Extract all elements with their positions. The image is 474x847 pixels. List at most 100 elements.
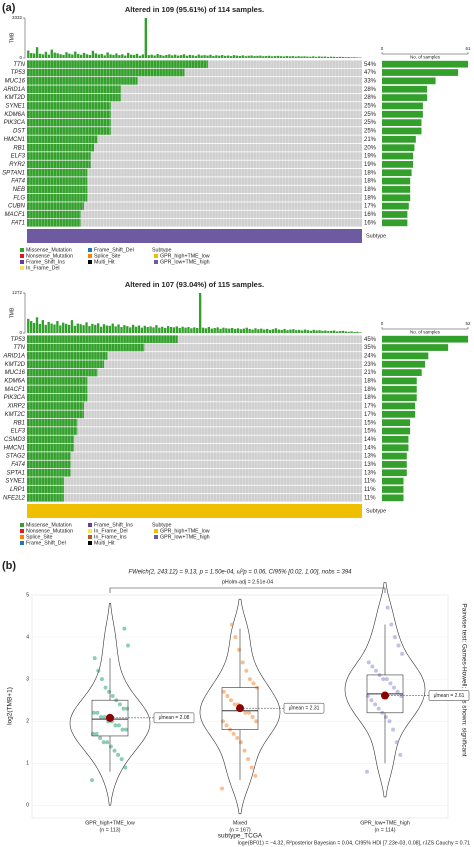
mean-point [381,691,389,700]
row-background [27,418,362,427]
percent-label: 21% [364,137,377,143]
tmb-bar [127,52,130,58]
gene-label: CUBN [8,204,26,210]
tmb-bar [44,324,47,333]
tmb-bar [114,326,117,333]
tmb-bar [329,56,333,58]
count-bar [382,469,407,477]
tmb-bar [50,323,53,333]
count-bar [382,102,423,110]
tmb-bar [103,55,106,58]
count-bar [382,394,417,401]
tmb-bar [203,55,206,58]
y-tick-label: 0 [19,55,22,60]
tmb-bar [182,54,186,58]
row-background [27,435,362,444]
data-point [398,752,403,757]
percent-label: 33% [364,78,377,84]
tmb-bar [41,320,44,333]
data-point [113,723,118,728]
tmb-bar [289,329,292,333]
data-point [99,715,103,720]
data-point [387,719,392,724]
violin [69,603,151,806]
legend-swatch [20,529,24,533]
tmb-bar [259,55,262,58]
tmb-bar [251,329,254,333]
gene-label: SPTA1 [6,470,25,476]
tmb-bar [347,57,350,58]
count-bar [382,436,409,443]
tmb-bar [222,327,225,333]
data-point [392,685,396,690]
mutation-row [27,427,78,435]
gene-label: ARID1A [2,353,25,359]
tmb-bar [356,57,359,58]
mutation-row [27,152,91,160]
tmb-bar [294,56,297,58]
tmb-bar [268,329,272,333]
tmb-bar [108,325,111,333]
tmb-bar [288,56,291,58]
percent-label: 11% [364,479,376,485]
data-point [123,765,128,770]
tmb-bar [35,317,39,333]
tmb-bar [274,328,278,333]
tmb-bar [67,324,71,333]
tmb-bar [71,54,74,58]
data-point [125,706,130,711]
tmb-bar [242,328,245,333]
legend-swatch [154,529,158,533]
data-point [391,727,396,732]
tmb-bar [150,54,153,58]
data-point [253,773,258,778]
mutation-row [27,102,111,110]
mutation-row [27,335,178,343]
mutation-row [27,219,81,227]
legend-swatch [88,541,92,545]
tmb-bar [77,54,80,58]
mean-point [106,713,114,722]
percent-label: 11% [364,487,376,493]
tmb-bar [56,321,59,333]
row-background [27,443,362,452]
tmb-bar [300,330,304,333]
tmb-bar [201,327,205,333]
legend-swatch [20,535,24,539]
tmb-bar [196,327,199,333]
plot-title: Altered in 107 (93.04%) of 115 samples. [125,280,264,289]
tmb-bar [82,325,85,333]
percent-label: 25% [364,129,377,135]
tmb-bar [105,325,109,333]
subtype-bar [27,229,362,243]
tmb-bar [295,330,298,333]
tmb-bar [82,52,86,58]
tmb-bar [318,330,321,333]
percent-label: 14% [364,445,377,451]
tmb-bar [149,326,152,333]
data-point [365,693,370,698]
tmb-bar [226,55,230,58]
data-point [102,715,107,720]
legend-label: In_Frame_Del [26,265,60,271]
gene-label: MACF1 [5,387,25,393]
tmb-bar [263,329,266,333]
data-point [383,715,388,720]
violin [344,582,426,798]
count-bar [382,60,468,68]
data-point [98,736,103,741]
tmb-bar [271,329,275,333]
gene-label: TP53 [11,337,26,343]
percent-label: 14% [364,437,377,443]
count-bar [382,335,468,343]
tmb-bar [194,55,197,58]
count-bar [382,194,411,202]
percent-label: 45% [364,337,377,343]
data-point [96,668,101,673]
caption: loge(BF01) = −4.32, R²posterior Bayesian… [238,840,470,846]
legend-swatch [88,260,92,264]
panel-label: (b) [2,560,16,572]
gene-label: HMCN1 [4,137,25,143]
tmb-bar [324,330,327,333]
tmb-bar [181,326,184,333]
